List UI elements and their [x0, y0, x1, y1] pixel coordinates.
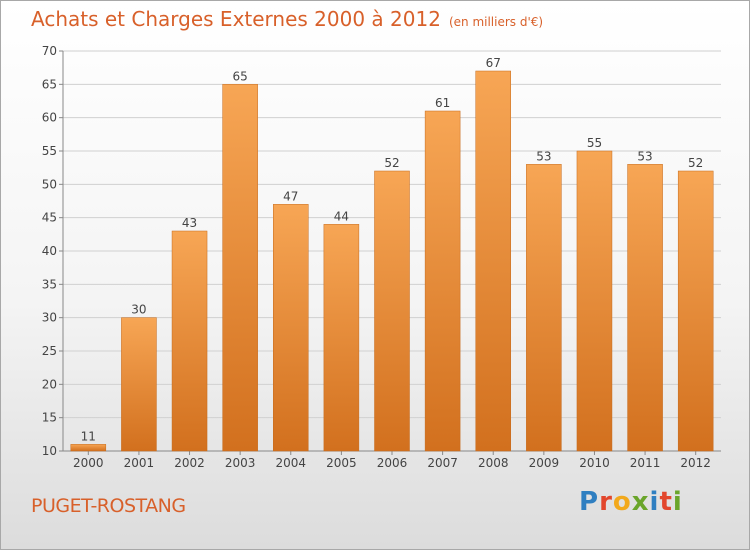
- x-tick-label: 2007: [427, 456, 458, 470]
- logo-letter: o: [612, 487, 632, 517]
- data-label: 44: [334, 209, 349, 223]
- chart-title-block: Achats et Charges Externes 2000 à 2012 (e…: [31, 7, 543, 31]
- bar: [627, 164, 663, 452]
- data-label: 52: [688, 156, 703, 170]
- logo-letter: P: [579, 487, 600, 517]
- logo-letter: i: [672, 487, 683, 517]
- data-label: 65: [233, 69, 248, 83]
- data-label: 43: [182, 216, 197, 230]
- bar: [273, 204, 309, 452]
- y-tick-label: 55: [42, 144, 57, 158]
- bar: [677, 170, 714, 452]
- bar: [424, 110, 461, 452]
- x-tick-label: 2000: [73, 456, 104, 470]
- bar: [526, 164, 562, 452]
- data-label: 67: [486, 56, 501, 70]
- x-tick-label: 2009: [529, 456, 560, 470]
- y-tick-label: 40: [42, 244, 57, 258]
- y-tick-label: 35: [42, 277, 57, 291]
- bar: [374, 170, 410, 452]
- chart-title: Achats et Charges Externes 2000 à 2012: [31, 7, 441, 31]
- data-label: 61: [435, 96, 450, 110]
- x-tick-label: 2011: [630, 456, 661, 470]
- x-tick-label: 2006: [377, 456, 408, 470]
- x-tick-label: 2005: [326, 456, 357, 470]
- y-tick-label: 25: [42, 344, 57, 358]
- commune-name: PUGET-ROSTANG: [31, 495, 186, 517]
- y-tick-label: 15: [42, 411, 57, 425]
- y-tick-label: 10: [42, 444, 57, 458]
- y-tick-label: 70: [42, 44, 57, 58]
- data-label: 11: [81, 429, 96, 443]
- x-tick-label: 2003: [225, 456, 256, 470]
- logo-letter: r: [599, 487, 613, 517]
- data-label: 55: [587, 136, 602, 150]
- logo-letter: x: [631, 487, 650, 517]
- x-tick-label: 2010: [579, 456, 610, 470]
- x-tick-label: 2001: [124, 456, 155, 470]
- y-tick-label: 60: [42, 111, 57, 125]
- y-tick-label: 45: [42, 211, 57, 225]
- x-tick-labels: 2000 2001 2002 2003 2004 2005 2006 2007 2008 2009…: [73, 456, 711, 470]
- bar: [576, 150, 613, 452]
- bar: [171, 230, 208, 452]
- y-tick-label: 65: [42, 77, 57, 91]
- proxiti-logo: Proxiti: [579, 487, 683, 517]
- x-tick-label: 2002: [174, 456, 205, 470]
- bar: [70, 444, 107, 452]
- data-label: 30: [131, 303, 146, 317]
- bar: [121, 317, 157, 452]
- data-label: 53: [637, 149, 652, 163]
- x-tick-label: 2004: [275, 456, 306, 470]
- data-label: 47: [283, 189, 298, 203]
- bar: [475, 70, 511, 452]
- x-tick-label: 2008: [478, 456, 509, 470]
- x-tick-label: 2012: [680, 456, 711, 470]
- data-label: 52: [384, 156, 399, 170]
- chart-unit: (en milliers d'€): [448, 15, 544, 29]
- bar: [323, 224, 360, 452]
- logo-letter: t: [659, 487, 673, 517]
- y-tick-label: 50: [42, 177, 57, 191]
- y-tick-label: 30: [42, 311, 57, 325]
- logo-letter: i: [649, 487, 660, 517]
- y-tick-labels: 10 15 20 25 30 35 40 45 50 55 60 65 70: [42, 44, 57, 458]
- bars: [70, 70, 714, 452]
- bar: [222, 84, 258, 452]
- data-labels: 11 30 43 65 47 44 52 61 67 53 55 53 52: [81, 56, 704, 443]
- data-label: 53: [536, 149, 551, 163]
- y-tick-label: 20: [42, 377, 57, 391]
